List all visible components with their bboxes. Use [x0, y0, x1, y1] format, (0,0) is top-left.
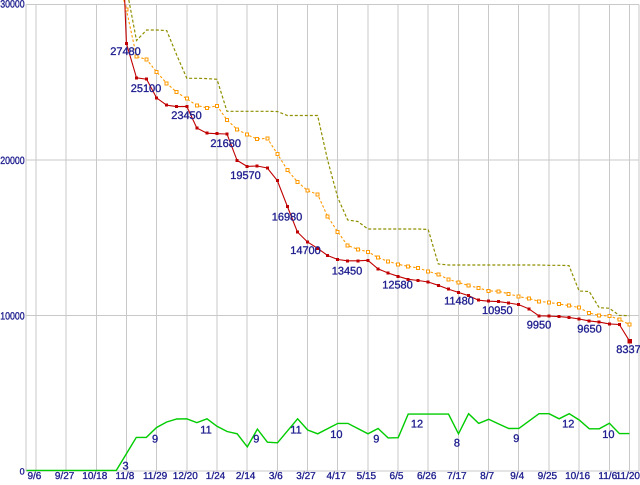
svg-text:21680: 21680 — [210, 138, 241, 150]
svg-text:16980: 16980 — [272, 212, 303, 224]
svg-text:11/29: 11/29 — [143, 471, 168, 480]
svg-text:11: 11 — [200, 424, 211, 436]
svg-text:11/20: 11/20 — [616, 471, 640, 480]
svg-text:3/6: 3/6 — [269, 471, 283, 480]
svg-text:9: 9 — [253, 434, 259, 446]
svg-text:9: 9 — [152, 434, 158, 446]
svg-text:6/5: 6/5 — [390, 471, 404, 480]
svg-text:1/24: 1/24 — [206, 471, 226, 480]
svg-text:30000: 30000 — [0, 0, 25, 10]
svg-text:12: 12 — [411, 419, 423, 431]
svg-text:6/26: 6/26 — [417, 471, 437, 480]
svg-text:11480: 11480 — [444, 296, 474, 308]
svg-text:8: 8 — [454, 437, 460, 449]
svg-text:9/25: 9/25 — [538, 471, 558, 480]
svg-text:20000: 20000 — [0, 155, 25, 167]
svg-text:25100: 25100 — [131, 83, 162, 95]
svg-text:4/17: 4/17 — [326, 471, 346, 480]
svg-text:27480: 27480 — [110, 46, 141, 58]
svg-text:9/4: 9/4 — [510, 471, 524, 480]
svg-text:12580: 12580 — [382, 280, 413, 292]
svg-text:19570: 19570 — [230, 170, 261, 182]
svg-text:11/6: 11/6 — [598, 471, 617, 480]
svg-text:8337: 8337 — [616, 344, 640, 356]
svg-text:7/17: 7/17 — [447, 471, 467, 480]
svg-text:10/16: 10/16 — [565, 471, 590, 480]
svg-text:8/7: 8/7 — [480, 471, 494, 480]
svg-text:14700: 14700 — [290, 245, 321, 257]
svg-text:12: 12 — [562, 419, 574, 431]
svg-text:11: 11 — [290, 424, 301, 436]
svg-text:23450: 23450 — [171, 110, 202, 122]
svg-text:9950: 9950 — [527, 320, 551, 332]
svg-text:9650: 9650 — [577, 324, 601, 336]
svg-text:13450: 13450 — [332, 266, 363, 278]
svg-text:3/27: 3/27 — [296, 471, 316, 480]
svg-text:5/15: 5/15 — [357, 471, 377, 480]
svg-text:9/27: 9/27 — [55, 471, 75, 480]
svg-text:10: 10 — [330, 429, 342, 441]
svg-text:9: 9 — [373, 434, 379, 446]
svg-text:12/20: 12/20 — [173, 471, 198, 480]
svg-text:2/14: 2/14 — [236, 471, 256, 480]
svg-text:11/8: 11/8 — [116, 471, 135, 480]
svg-text:9/6: 9/6 — [27, 471, 41, 480]
svg-text:3: 3 — [122, 461, 128, 473]
svg-text:9: 9 — [513, 433, 519, 445]
svg-text:10: 10 — [602, 429, 614, 441]
svg-text:10/18: 10/18 — [82, 471, 107, 480]
svg-text:10950: 10950 — [482, 305, 513, 317]
svg-text:10000: 10000 — [0, 311, 25, 323]
svg-text:0: 0 — [20, 467, 25, 477]
